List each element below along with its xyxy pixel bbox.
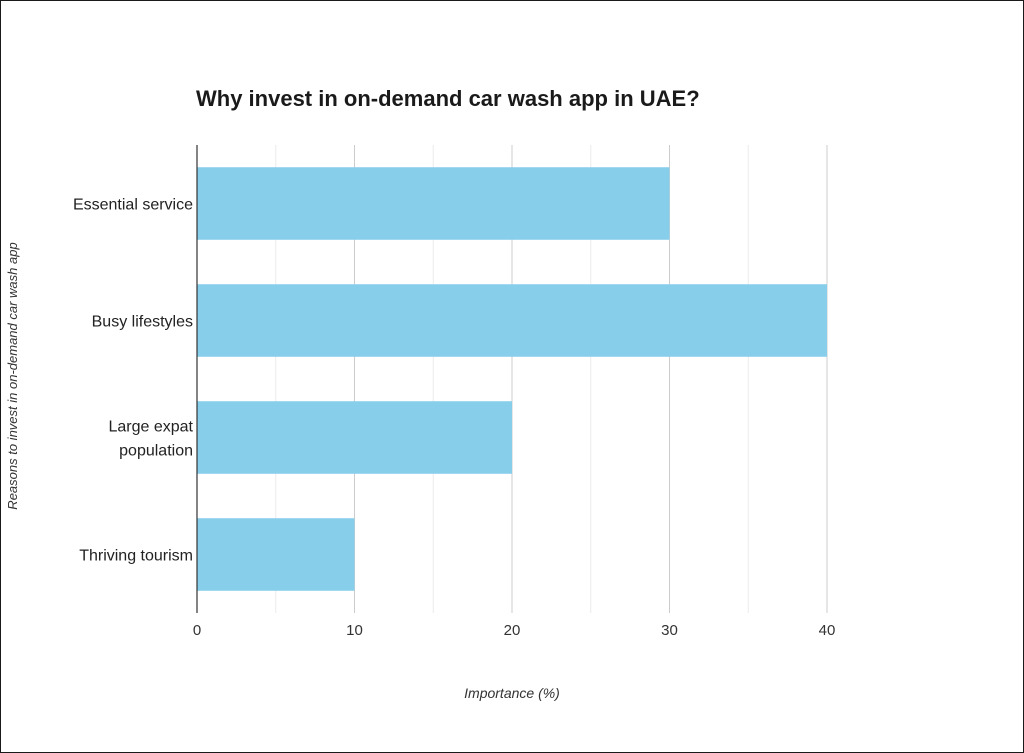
category-label: Thriving tourism <box>79 548 193 565</box>
y-axis-label: Reasons to invest in on-demand car wash … <box>5 242 20 509</box>
bar <box>197 284 827 357</box>
category-label: Busy lifestyles <box>92 314 193 331</box>
x-tick-label: 0 <box>193 622 201 639</box>
x-tick-label: 30 <box>661 622 678 639</box>
x-axis-label: Importance (%) <box>464 685 560 701</box>
x-tick-label: 20 <box>504 622 521 639</box>
bar <box>197 167 670 240</box>
x-tick-label: 40 <box>819 622 836 639</box>
bar <box>197 401 512 474</box>
bar <box>197 518 355 591</box>
chart-title: Why invest in on-demand car wash app in … <box>196 86 700 111</box>
bars <box>197 167 827 591</box>
category-label: Large expat population <box>108 419 193 460</box>
x-tick-label: 10 <box>346 622 363 639</box>
labels: 0 10 20 30 40 Essential service Busy lifestyle… <box>73 197 835 640</box>
category-label: Essential service <box>73 197 193 214</box>
